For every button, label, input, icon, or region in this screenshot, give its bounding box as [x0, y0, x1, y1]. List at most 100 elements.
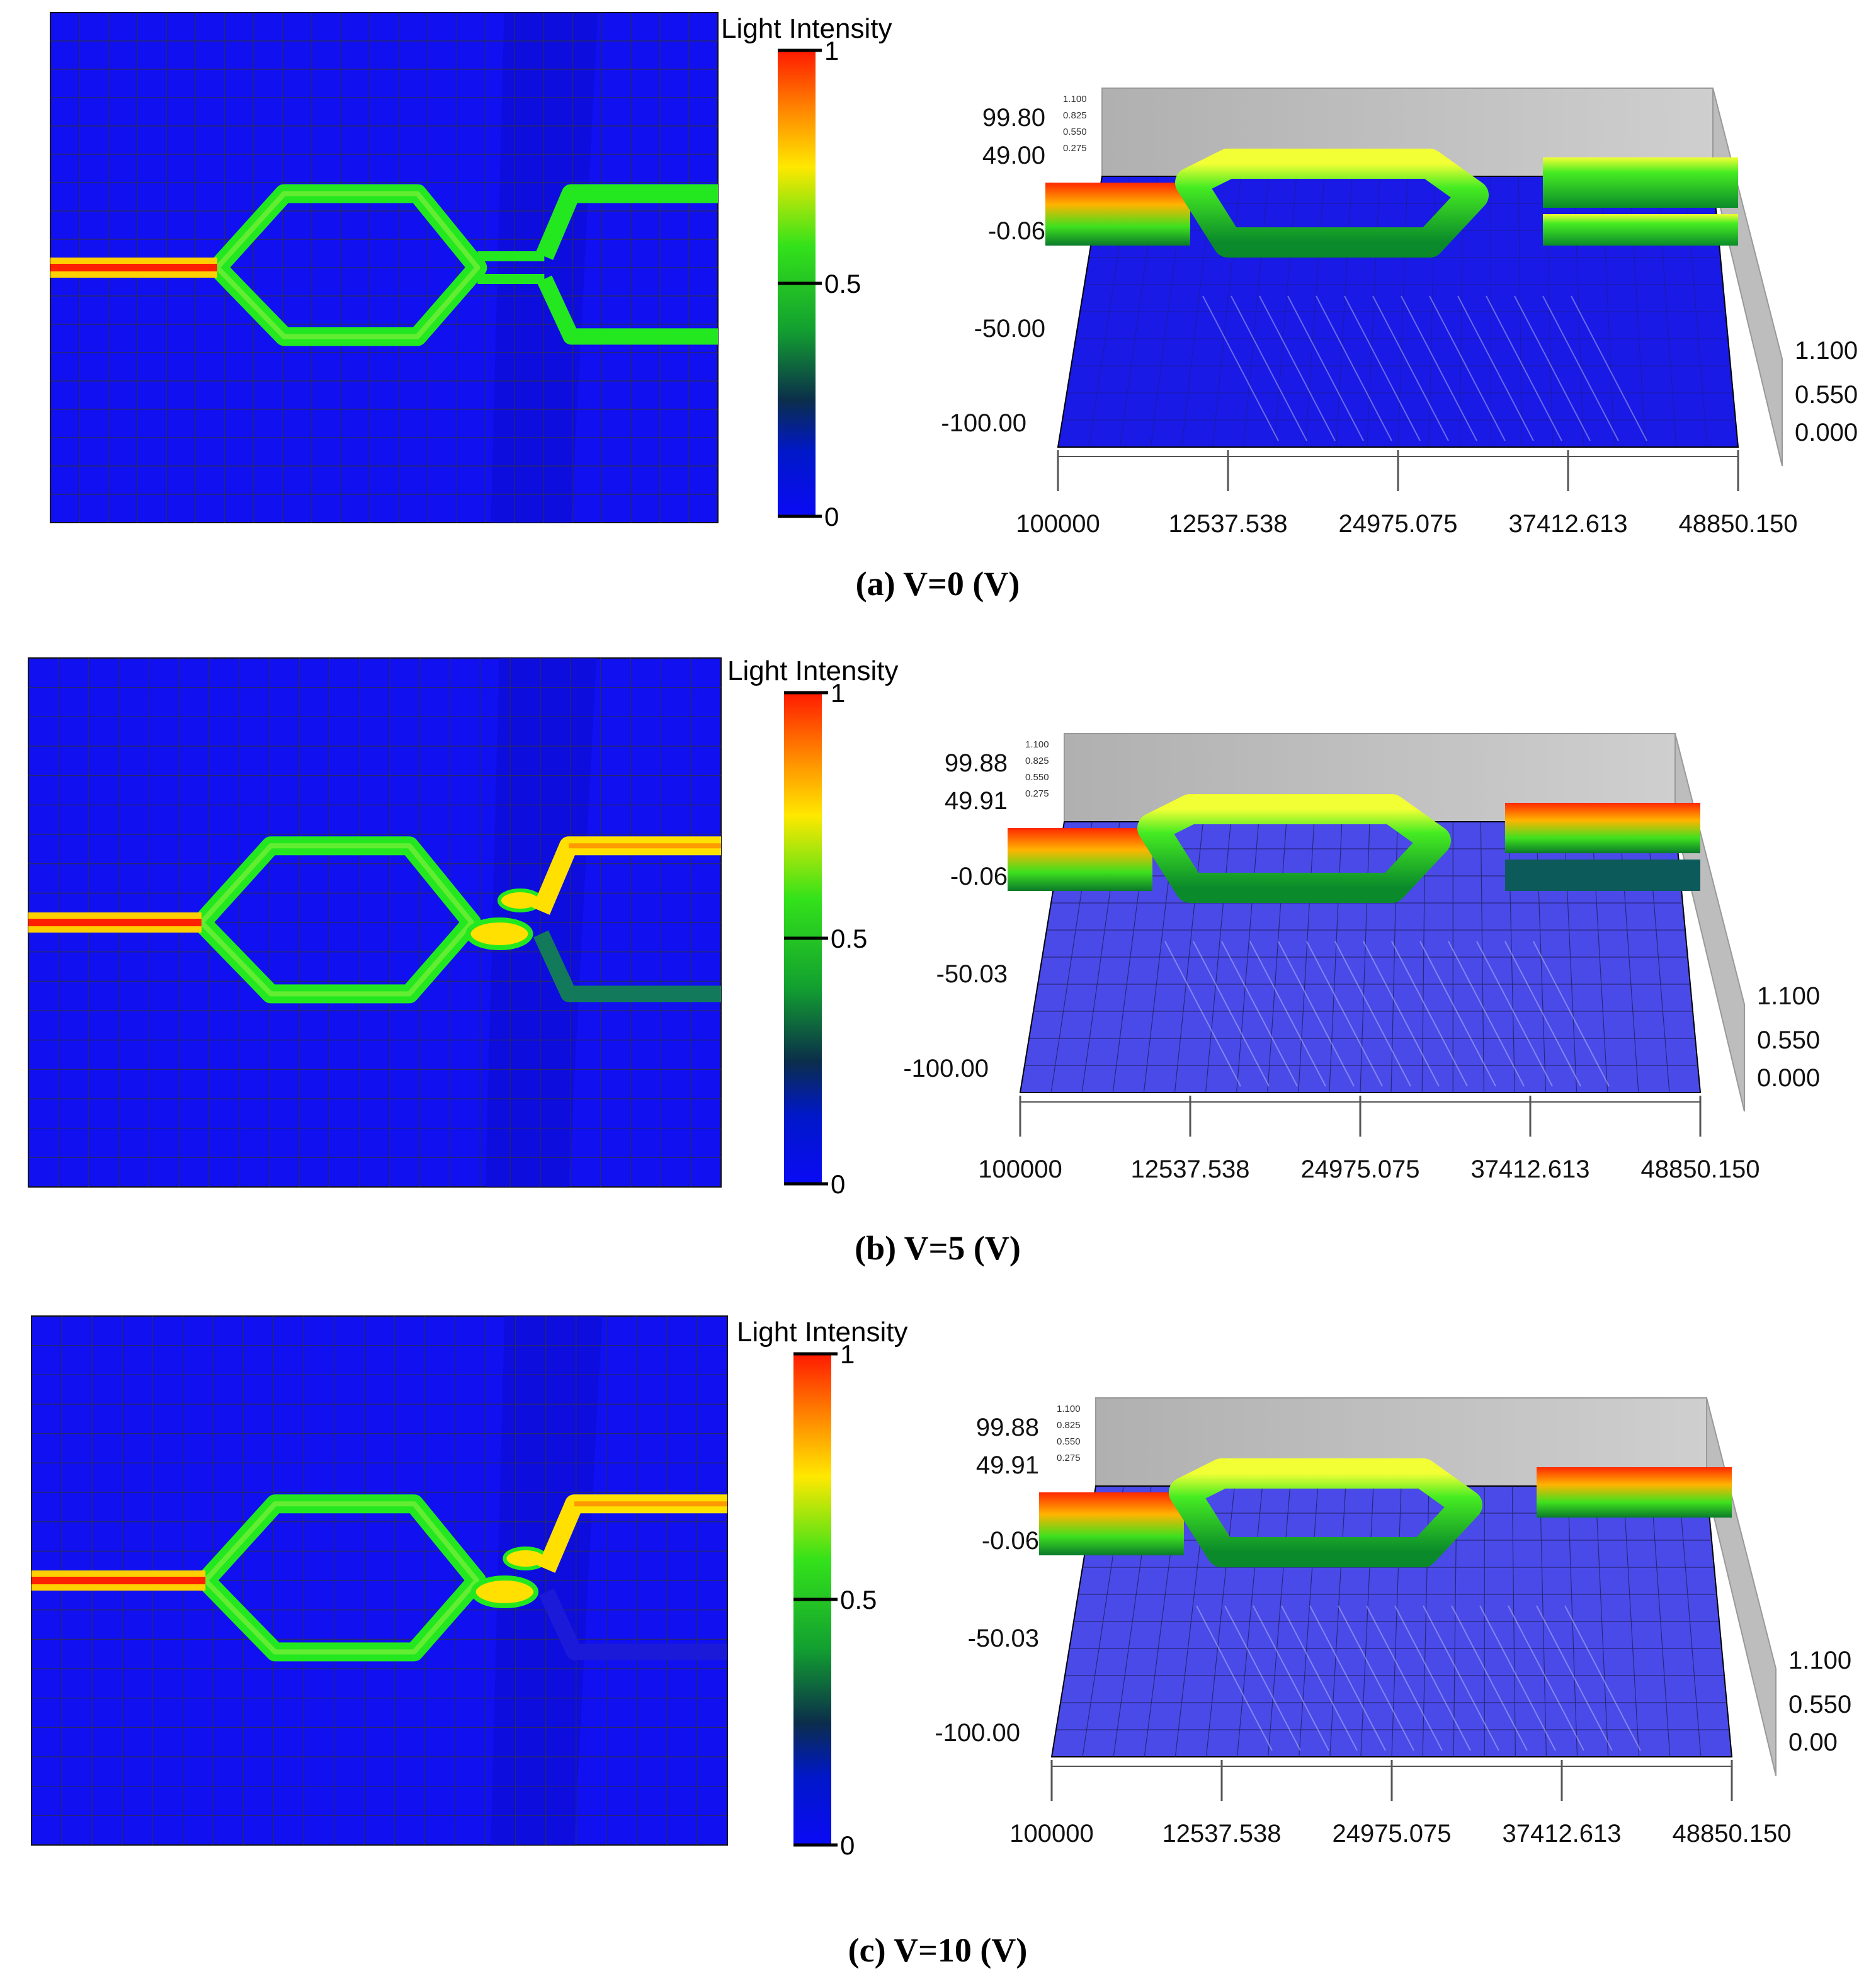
z-tick-label: 1.100: [1795, 337, 1858, 365]
panel-caption: (a) V=0 (V): [856, 565, 1020, 603]
mzi-arms-core: [203, 1501, 480, 1655]
output-upper: [535, 184, 718, 260]
y-tick-label: 49.91: [976, 1451, 1039, 1479]
surface-plot-a: 1.100 0.825 0.550 0.275 99.80 49.00 -0.06 -50.0…: [941, 88, 1858, 538]
y-tick-label: -0.06: [982, 1527, 1039, 1555]
back-z-tick: 0.550: [1057, 1436, 1081, 1447]
y-tick-label: 99.80: [982, 104, 1045, 132]
output-upper-ribbon: [1505, 803, 1700, 853]
back-z-tick: 0.275: [1025, 788, 1049, 799]
output-upper-ribbon: [1537, 1467, 1732, 1518]
y-tick-label: 49.00: [982, 142, 1045, 169]
y-tick-label: 49.91: [945, 787, 1008, 815]
input-ribbon: [1039, 1492, 1184, 1555]
back-z-tick: 0.550: [1025, 772, 1049, 783]
y-tick-label: -50.03: [936, 960, 1008, 988]
waveguide: [31, 1494, 727, 1662]
intensity-map-b: [28, 657, 722, 1188]
colorbar-tick-label: 0.5: [824, 269, 861, 298]
colorbar-title: Light Intensity: [727, 656, 899, 686]
output-lower: [538, 1588, 727, 1660]
y-tick-label: -100.00: [935, 1719, 1020, 1747]
x-tick-label: 48850.150: [1672, 1820, 1791, 1848]
z-tick-label: 1.100: [1757, 982, 1820, 1010]
panel-caption: (b) V=5 (V): [855, 1229, 1021, 1267]
input-ribbon: [1008, 828, 1152, 891]
x-tick-label: 24975.075: [1300, 1155, 1419, 1183]
output-lower: [533, 930, 721, 1002]
back-z-tick: 0.275: [1063, 143, 1087, 154]
y-tick-label: -100.00: [941, 409, 1026, 437]
x-tick-label: 48850.150: [1678, 510, 1797, 538]
mzi-arms-core: [215, 191, 480, 339]
z-tick-label: 1.100: [1788, 1647, 1851, 1674]
surface-ribbons: [1008, 794, 1700, 903]
back-z-tick: 0.825: [1057, 1420, 1081, 1431]
coupler-spot: [470, 1575, 539, 1608]
back-z-tick: 0.550: [1063, 127, 1087, 137]
y-tick-label: -0.06: [988, 217, 1045, 245]
output-lower: [537, 275, 718, 345]
back-z-tick: 1.100: [1057, 1404, 1081, 1414]
x-tick-label: 24975.075: [1338, 510, 1457, 538]
panels: Light Intensity10.501.1000.8250.5500.275…: [28, 12, 1858, 1969]
surface-grid: [1056, 1485, 1729, 1757]
colorbar-tick-label: 0: [824, 502, 839, 531]
intensity-map-c: [31, 1315, 728, 1846]
back-z-tick: 1.100: [1025, 739, 1049, 750]
back-z-tick: 0.275: [1057, 1453, 1081, 1463]
map-grid: [31, 1316, 727, 1845]
mzi-arms-core: [199, 843, 474, 997]
colorbar-tick-label: 0.5: [831, 924, 867, 953]
output-lower-ribbon: [1505, 860, 1700, 891]
surface-ribbons: [1045, 149, 1738, 258]
y-tick-label: -100.00: [903, 1055, 989, 1082]
y-tick-label: 99.88: [976, 1414, 1039, 1441]
intensity-map-a: [50, 12, 719, 523]
z-tick-label: 0.550: [1757, 1026, 1820, 1054]
y-tick-label: -50.00: [974, 315, 1045, 343]
surface-ribbons: [1039, 1458, 1732, 1567]
output-upper-ribbon: [1543, 157, 1738, 208]
colorbar-tick-label: 1: [824, 36, 839, 65]
colorbar-tick-label: 1: [831, 678, 845, 708]
x-tick-label: 12537.538: [1162, 1820, 1281, 1848]
output-lower-ribbon: [1543, 214, 1738, 246]
x-tick-label: 48850.150: [1640, 1155, 1759, 1183]
waveguide: [28, 836, 721, 1004]
back-z-tick: 1.100: [1063, 94, 1087, 105]
y-tick-label: 99.88: [945, 749, 1008, 777]
x-tick-label: 100000: [978, 1155, 1062, 1183]
map-grid: [50, 13, 718, 523]
colorbar-tick-label: 1: [840, 1339, 855, 1369]
y-tick-label: -50.03: [968, 1625, 1039, 1652]
back-z-tick: 0.825: [1025, 756, 1049, 766]
x-tick-label: 100000: [1016, 510, 1100, 538]
surface-plot-c: 1.100 0.825 0.550 0.275 99.88 49.91 -0.06 -50.0…: [935, 1397, 1851, 1848]
colorbar-tick-label: 0.5: [840, 1585, 877, 1615]
waveguide: [50, 184, 718, 346]
colorbar-tick-label: 0: [831, 1169, 845, 1199]
surface-streaks: [1196, 1605, 1641, 1751]
colorbar-tick-label: 0: [840, 1831, 855, 1860]
colorbar-title: Light Intensity: [721, 13, 892, 44]
x-tick-label: 100000: [1009, 1820, 1093, 1848]
x-tick-label: 37412.613: [1502, 1820, 1621, 1848]
z-tick-label: 0.550: [1788, 1691, 1851, 1718]
y-tick-label: -0.06: [950, 863, 1008, 890]
colorbar-title: Light Intensity: [737, 1317, 908, 1348]
z-tick-label: 0.550: [1795, 381, 1858, 409]
surface-plot-b: 1.100 0.825 0.550 0.275 99.88 49.91 -0.06 -50.0…: [903, 733, 1820, 1183]
x-tick-label: 37412.613: [1470, 1155, 1589, 1183]
surface-streaks: [1202, 295, 1647, 441]
coupler-spot: [465, 917, 533, 950]
x-tick-label: 24975.075: [1332, 1820, 1451, 1848]
panel-caption: (c) V=10 (V): [848, 1931, 1028, 1969]
